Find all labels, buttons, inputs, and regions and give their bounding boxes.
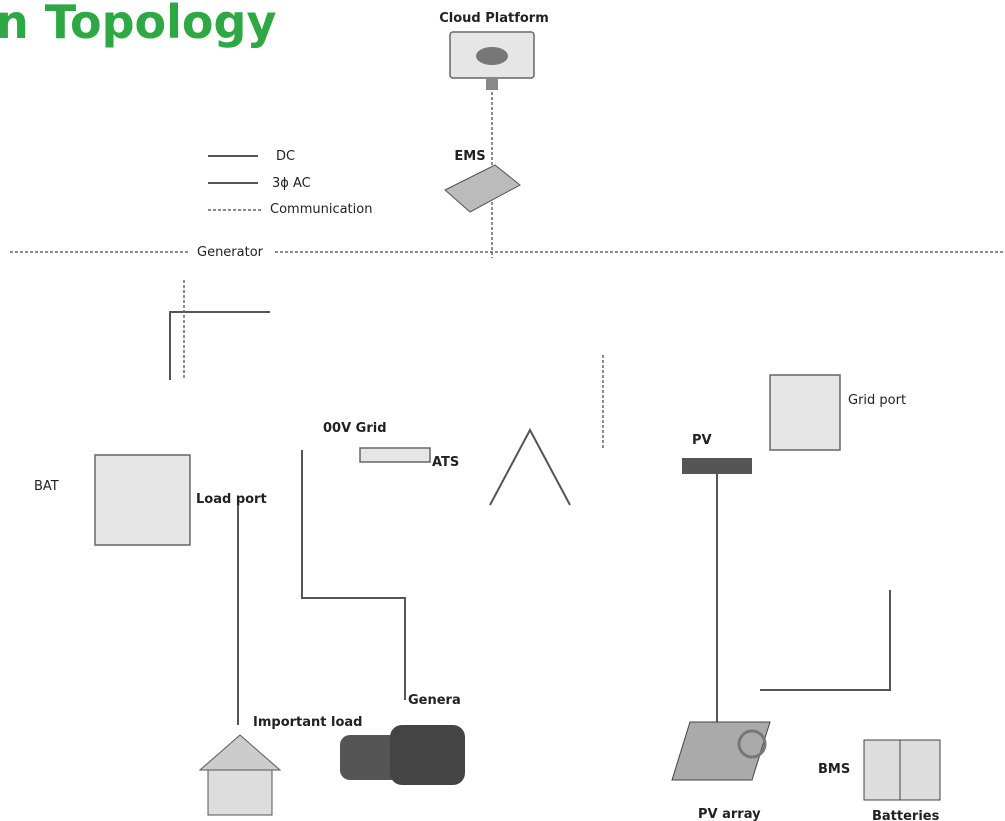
house-icon <box>200 735 280 770</box>
legend-label: Communication <box>270 202 372 217</box>
node-label: ATS <box>432 455 459 470</box>
node-label: Cloud Platform <box>439 11 549 26</box>
legend-label: DC <box>276 149 295 164</box>
topology-diagram: n Topology Cloud Platform EMS DC 3ϕ AC C… <box>0 0 1005 821</box>
node-label: Generator <box>197 245 264 260</box>
house-body <box>208 770 272 815</box>
ems-icon <box>445 165 520 212</box>
pv-combiner <box>682 458 752 474</box>
battery-icon <box>864 740 904 800</box>
node-label: BMS <box>818 762 850 777</box>
inverter-icon <box>770 375 840 450</box>
node-label: Batteries <box>872 809 940 821</box>
monitor-stand <box>486 78 498 90</box>
cabinet-icon <box>95 455 190 545</box>
tower-icon <box>490 430 570 505</box>
node-label: 00V Grid <box>323 421 387 436</box>
node-label: Grid port <box>848 393 906 408</box>
motor-icon <box>390 725 465 785</box>
cloud-icon <box>476 47 508 65</box>
ac-line <box>170 312 270 380</box>
grid-icon <box>360 448 430 462</box>
node-label: PV <box>692 433 712 448</box>
node-label: PV array <box>698 807 761 821</box>
node-label: EMS <box>454 149 485 164</box>
node-label: BAT <box>34 479 59 494</box>
page-title: n Topology <box>0 0 276 49</box>
dc-line <box>760 590 890 690</box>
legend-label: 3ϕ AC <box>272 176 311 191</box>
node-label: Genera <box>408 693 461 708</box>
node-label: Important load <box>253 715 362 730</box>
ac-line <box>302 450 405 700</box>
battery-icon <box>900 740 940 800</box>
node-label: Load port <box>196 492 267 507</box>
